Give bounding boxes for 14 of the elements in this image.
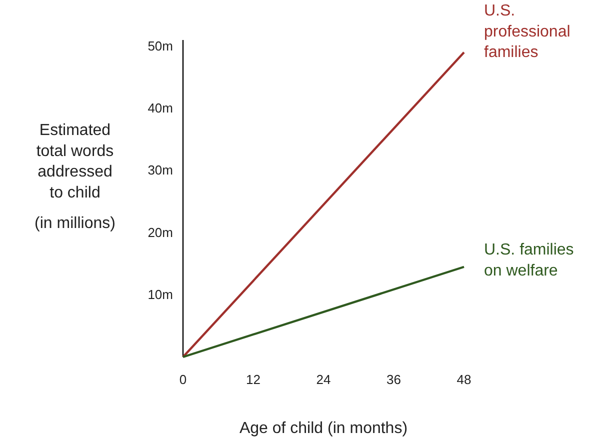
x-tick-label: 48 xyxy=(456,372,472,388)
y-tick-label: 10m xyxy=(148,287,173,302)
x-axis-title: Age of child (in months) xyxy=(239,420,408,437)
x-tick-label: 24 xyxy=(316,372,331,388)
y-tick-label: 40m xyxy=(148,100,173,116)
x-tick-label: 0 xyxy=(179,372,187,388)
x-tick-label: 36 xyxy=(386,372,401,388)
y-tick-label: 20m xyxy=(148,224,173,240)
x-tick-label: 12 xyxy=(246,372,260,388)
series-label: U.S. professional families xyxy=(484,2,570,62)
series-label: U.S. families on welfare xyxy=(484,241,574,280)
y-tick-label: 30m xyxy=(148,162,173,178)
y-axis-title: Estimated total words addressed to child (in millions) xyxy=(34,122,116,232)
y-tick-label: 50m xyxy=(148,38,173,54)
